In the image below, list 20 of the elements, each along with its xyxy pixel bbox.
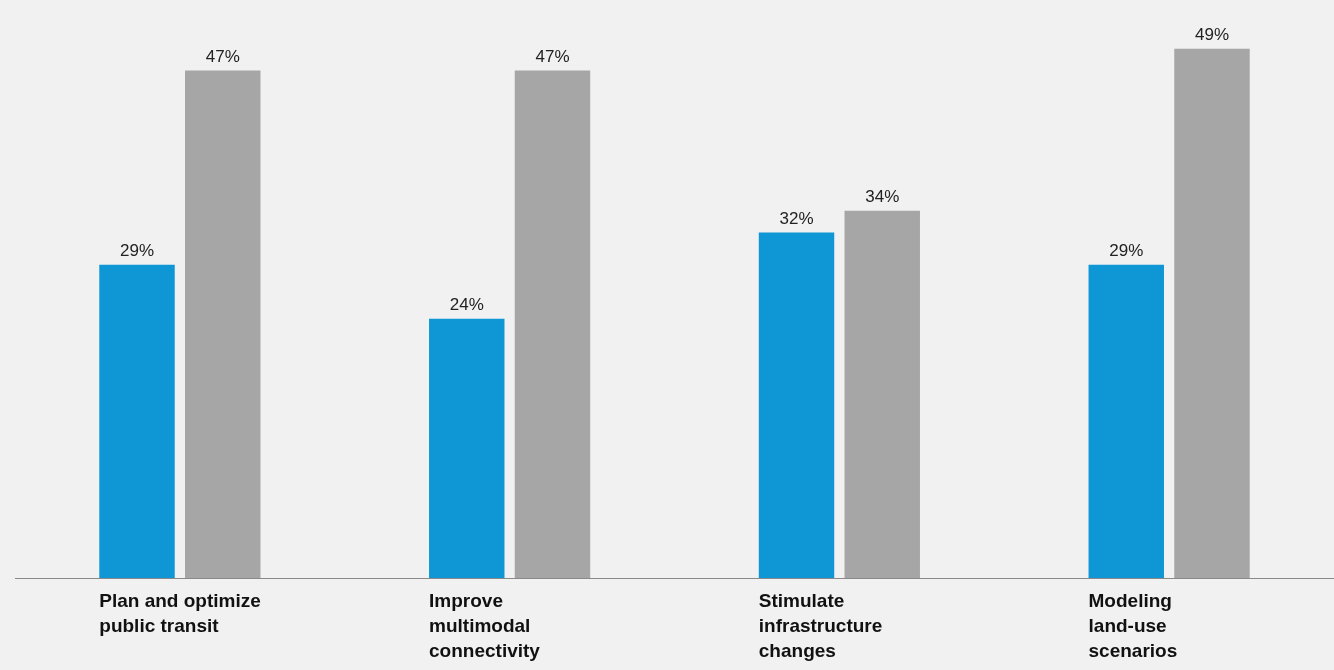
bar — [1088, 264, 1164, 578]
x-tick-label: Modeling land-use scenarios — [1088, 589, 1178, 661]
x-tick-label: Plan and optimize public transit — [99, 589, 261, 636]
bar — [758, 232, 835, 578]
x-tick-label: Stimulate infrastructure changes — [758, 589, 883, 661]
bar — [844, 210, 920, 578]
bar — [99, 264, 175, 578]
bar — [514, 70, 591, 578]
data-label: 24% — [449, 294, 484, 314]
data-label: 47% — [205, 46, 240, 66]
data-label: 34% — [865, 186, 900, 206]
x-tick-label: Improve multimodal connectivity — [429, 589, 541, 661]
data-label: 32% — [779, 208, 814, 228]
data-label: 49% — [1194, 24, 1230, 44]
data-label: 29% — [119, 240, 155, 260]
bar — [185, 70, 261, 578]
bar — [1174, 48, 1250, 578]
data-label: 29% — [1109, 240, 1144, 260]
data-label: 47% — [535, 46, 570, 66]
bar — [429, 318, 505, 578]
